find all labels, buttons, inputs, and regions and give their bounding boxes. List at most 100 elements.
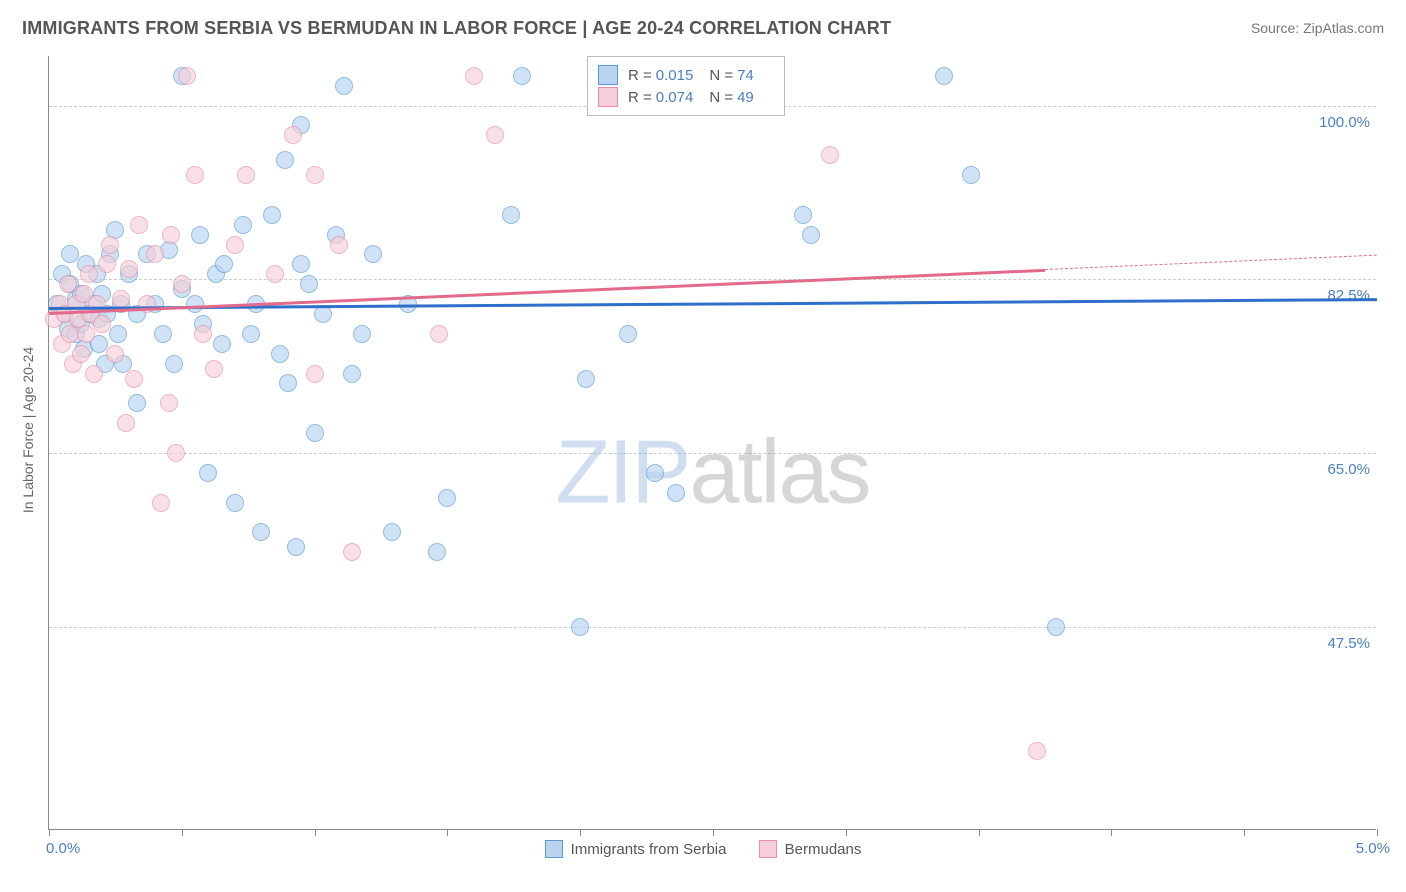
data-point-bermudans — [59, 275, 77, 293]
data-point-serbia — [502, 206, 520, 224]
plot-area: ZIPatlas R = 0.015 N = 74 R = 0.074 N = … — [48, 56, 1376, 830]
stat-r-bermudans: 0.074 — [656, 89, 694, 106]
data-point-bermudans — [160, 394, 178, 412]
data-point-bermudans — [130, 216, 148, 234]
data-point-bermudans — [343, 543, 361, 561]
data-point-serbia — [646, 464, 664, 482]
x-tick — [846, 829, 847, 836]
swatch-serbia — [598, 65, 618, 85]
x-tick — [1244, 829, 1245, 836]
watermark: ZIPatlas — [555, 422, 869, 525]
data-point-bermudans — [162, 226, 180, 244]
y-tick-label: 100.0% — [1319, 114, 1370, 131]
data-point-bermudans — [106, 345, 124, 363]
data-point-bermudans — [266, 265, 284, 283]
gridline — [49, 453, 1376, 454]
data-point-bermudans — [226, 236, 244, 254]
chart-title: IMMIGRANTS FROM SERBIA VS BERMUDAN IN LA… — [22, 18, 891, 39]
data-point-serbia — [128, 394, 146, 412]
x-tick — [182, 829, 183, 836]
data-point-serbia — [226, 494, 244, 512]
data-point-bermudans — [186, 166, 204, 184]
data-point-serbia — [215, 255, 233, 273]
data-point-bermudans — [117, 414, 135, 432]
data-point-bermudans — [1028, 742, 1046, 760]
regression-line — [1045, 254, 1377, 269]
data-point-bermudans — [80, 265, 98, 283]
data-point-serbia — [353, 325, 371, 343]
data-point-serbia — [383, 523, 401, 541]
gridline — [49, 279, 1376, 280]
data-point-serbia — [292, 255, 310, 273]
data-point-serbia — [364, 245, 382, 263]
data-point-serbia — [577, 370, 595, 388]
data-point-bermudans — [430, 325, 448, 343]
stat-n-label: N = — [709, 89, 733, 106]
stat-row-serbia: R = 0.015 N = 74 — [598, 65, 770, 85]
data-point-bermudans — [125, 370, 143, 388]
data-point-bermudans — [306, 166, 324, 184]
data-point-serbia — [263, 206, 281, 224]
data-point-serbia — [199, 464, 217, 482]
data-point-serbia — [242, 325, 260, 343]
data-point-serbia — [935, 67, 953, 85]
data-point-bermudans — [152, 494, 170, 512]
data-point-bermudans — [205, 360, 223, 378]
stat-n-serbia: 74 — [737, 67, 754, 84]
x-tick — [979, 829, 980, 836]
data-point-serbia — [438, 489, 456, 507]
x-tick — [1377, 829, 1378, 836]
data-point-serbia — [667, 484, 685, 502]
x-tick — [580, 829, 581, 836]
source-label: Source: ZipAtlas.com — [1251, 18, 1384, 36]
data-point-bermudans — [465, 67, 483, 85]
data-point-serbia — [300, 275, 318, 293]
data-point-bermudans — [85, 365, 103, 383]
y-axis-title: In Labor Force | Age 20-24 — [20, 347, 36, 513]
data-point-bermudans — [72, 345, 90, 363]
data-point-serbia — [287, 538, 305, 556]
data-point-serbia — [1047, 618, 1065, 636]
data-point-serbia — [276, 151, 294, 169]
stat-r-label: R = — [628, 67, 652, 84]
data-point-serbia — [186, 295, 204, 313]
watermark-part1: ZIP — [555, 423, 689, 523]
title-bar: IMMIGRANTS FROM SERBIA VS BERMUDAN IN LA… — [0, 0, 1406, 45]
x-tick — [1111, 829, 1112, 836]
data-point-serbia — [61, 245, 79, 263]
data-point-serbia — [619, 325, 637, 343]
data-point-serbia — [802, 226, 820, 244]
data-point-serbia — [428, 543, 446, 561]
data-point-serbia — [571, 618, 589, 636]
legend-label-serbia: Immigrants from Serbia — [571, 841, 727, 858]
data-point-serbia — [335, 77, 353, 95]
data-point-serbia — [165, 355, 183, 373]
data-point-serbia — [191, 226, 209, 244]
gridline — [49, 627, 1376, 628]
data-point-bermudans — [77, 325, 95, 343]
legend-label-bermudans: Bermudans — [785, 841, 862, 858]
x-tick — [713, 829, 714, 836]
data-point-serbia — [794, 206, 812, 224]
data-point-bermudans — [146, 245, 164, 263]
legend-item-bermudans: Bermudans — [759, 840, 862, 858]
data-point-bermudans — [330, 236, 348, 254]
data-point-serbia — [513, 67, 531, 85]
data-point-serbia — [213, 335, 231, 353]
data-point-bermudans — [101, 236, 119, 254]
data-point-bermudans — [173, 275, 191, 293]
stat-r-serbia: 0.015 — [656, 67, 694, 84]
data-point-bermudans — [167, 444, 185, 462]
data-point-serbia — [306, 424, 324, 442]
stat-n-bermudans: 49 — [737, 89, 754, 106]
data-point-bermudans — [178, 67, 196, 85]
data-point-serbia — [962, 166, 980, 184]
data-point-bermudans — [237, 166, 255, 184]
stat-row-bermudans: R = 0.074 N = 49 — [598, 87, 770, 107]
data-point-serbia — [343, 365, 361, 383]
x-tick — [49, 829, 50, 836]
data-point-serbia — [154, 325, 172, 343]
swatch-serbia — [545, 840, 563, 858]
x-tick — [447, 829, 448, 836]
y-tick-label: 47.5% — [1327, 635, 1370, 652]
